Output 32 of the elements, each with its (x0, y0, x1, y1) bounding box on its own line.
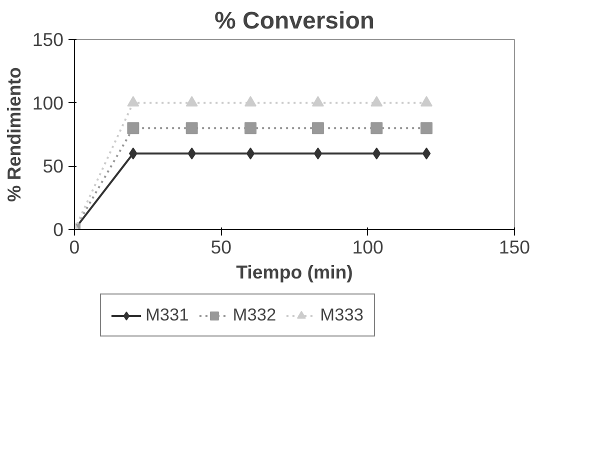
x-axis-title: Tiempo (min) (236, 262, 353, 282)
point (186, 96, 198, 107)
y-tick-label: 0 (53, 219, 64, 240)
point (246, 148, 255, 160)
y-tick-label: 50 (42, 156, 64, 177)
point (127, 122, 140, 134)
x-tick-label: 50 (210, 236, 232, 258)
y-tick-label: 150 (32, 29, 64, 50)
point (127, 96, 140, 107)
legend-label: M333 (320, 304, 364, 326)
y-tick-label: 100 (32, 92, 64, 114)
point (420, 96, 432, 107)
point (244, 96, 256, 107)
point (186, 122, 198, 134)
point (370, 96, 383, 107)
x-tick-label: 100 (352, 236, 384, 258)
point (370, 122, 383, 134)
point (314, 148, 322, 160)
point (129, 148, 138, 160)
x-tick-label: 150 (498, 236, 530, 258)
point (188, 148, 196, 160)
point (244, 122, 256, 134)
x-tick-label: 0 (69, 236, 80, 258)
y-axis-title: % Rendimiento (3, 67, 24, 202)
chart-title: % Conversion (214, 8, 375, 34)
point (420, 122, 432, 134)
point (312, 96, 324, 107)
legend-label: M331 (145, 304, 189, 326)
legend-label: M332 (232, 304, 276, 326)
point (312, 122, 324, 134)
point (422, 148, 431, 160)
point (372, 148, 381, 160)
